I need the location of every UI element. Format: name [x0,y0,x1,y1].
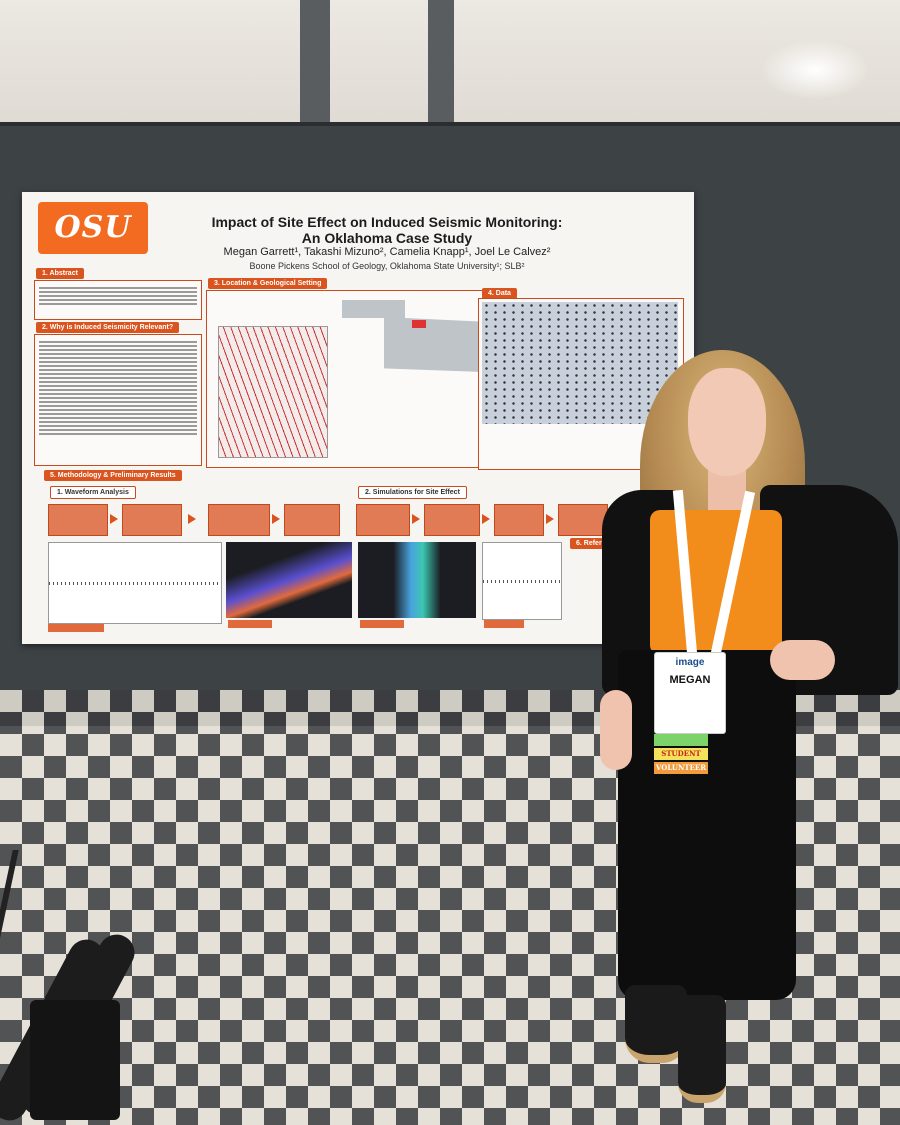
flow-arrow [272,514,280,524]
figure-caption [48,624,104,632]
flow-step [424,504,480,536]
flow-arrow [110,514,118,524]
section-abstract-heading: 1. Abstract [36,268,84,279]
figure-caption [360,620,404,628]
waveform-plot [48,542,222,624]
abstract-text-lines [39,285,197,307]
poster-title: Impact of Site Effect on Induced Seismic… [172,214,602,246]
geology-map [218,326,328,458]
badge-ribbon-student: STUDENT [654,748,708,760]
waveform-analysis-heading: 1. Waveform Analysis [50,486,136,499]
simulations-heading: 2. Simulations for Site Effect [358,486,467,499]
simulation-plot-1 [226,542,352,618]
section-methodology-heading: 5. Methodology & Preliminary Results [44,470,182,481]
badge-ribbon-green [654,734,708,746]
badge-ribbon-volunteer: VOLUNTEER [654,762,708,774]
sandal-right [678,995,726,1103]
person-hand-on-hip [770,640,835,680]
relevance-panel [34,334,202,466]
poster-affiliation: Boone Pickens School of Geology, Oklahom… [249,261,525,271]
poster-title-line2: An Oklahoma Case Study [301,230,473,246]
figure-caption [228,620,272,628]
flow-step [356,504,410,536]
study-area-marker [412,320,426,328]
flow-step [284,504,340,536]
person-face [688,368,766,476]
osu-logo: OSU [38,202,148,254]
research-poster: OSU Impact of Site Effect on Induced Sei… [22,192,694,644]
flow-arrow [188,514,196,524]
ceiling-light [760,40,870,100]
flow-step [208,504,270,536]
badge-brand: image [675,657,705,668]
flow-step [48,504,108,536]
badge-name: MEGAN [669,674,711,686]
figure-caption [484,620,524,628]
sandal-left [625,985,687,1063]
relevance-text-lines [39,339,197,437]
flow-step [558,504,608,536]
flow-arrow [412,514,420,524]
poster-title-line1: Impact of Site Effect on Induced Seismic… [211,214,563,230]
comparison-plot [482,542,562,620]
abstract-panel [34,280,202,320]
simulation-plot-2 [358,542,476,618]
poster-authors: Megan Garrett¹, Takashi Mizuno², Camelia… [223,246,551,258]
section-location-heading: 3. Location & Geological Setting [208,278,328,289]
flow-arrow [482,514,490,524]
person-left-hand [600,690,632,770]
section-data-heading: 4. Data [482,288,517,299]
flow-step [494,504,544,536]
seismicity-data-map [482,302,678,424]
section-relevance-heading: 2. Why is Induced Seismicity Relevant? [36,322,180,333]
flow-arrow [546,514,554,524]
conference-badge: image MEGAN [654,652,726,734]
flow-step [122,504,182,536]
black-bag [30,1000,120,1120]
